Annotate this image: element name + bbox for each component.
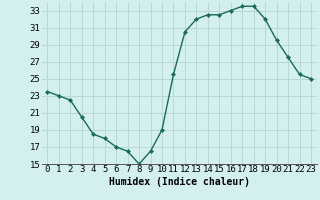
X-axis label: Humidex (Indice chaleur): Humidex (Indice chaleur) [109,177,250,187]
